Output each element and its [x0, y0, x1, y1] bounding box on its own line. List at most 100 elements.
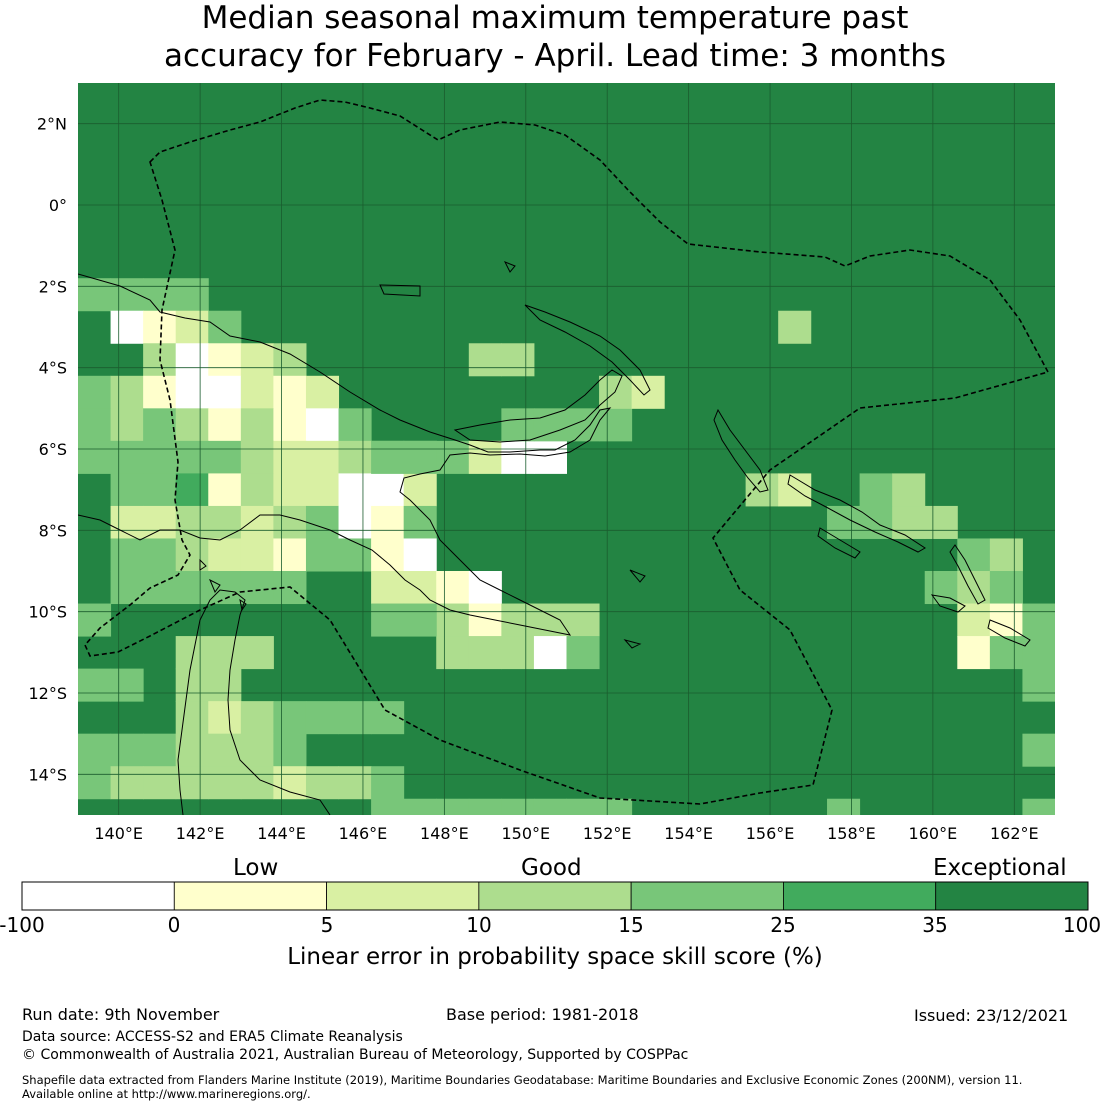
map-area — [78, 83, 1055, 815]
skill-cell — [403, 603, 437, 637]
skill-cell — [273, 505, 307, 539]
skill-cell — [78, 766, 112, 800]
skill-cell — [533, 636, 567, 670]
skill-cell — [240, 538, 274, 572]
skill-cell — [273, 701, 307, 735]
skill-cell — [143, 505, 177, 539]
skill-cell — [1022, 798, 1055, 815]
skill-cell — [175, 278, 209, 312]
skill-cell — [599, 375, 633, 409]
longitude-label: 158°E — [827, 824, 876, 843]
australia-coastline — [177, 589, 331, 815]
latitude-label: 12°S — [28, 684, 67, 703]
skill-cell — [305, 538, 340, 572]
skill-cell — [143, 408, 177, 442]
skill-cell — [240, 701, 274, 735]
skill-cell — [1022, 603, 1055, 637]
longitude-label: 154°E — [664, 824, 713, 843]
skill-cell — [403, 538, 437, 572]
skill-cell — [208, 505, 242, 539]
bougainville-coastline — [713, 408, 769, 493]
skill-cell — [175, 701, 209, 735]
longitude-label: 140°E — [94, 824, 143, 843]
colorbar-category-good: Good — [521, 855, 582, 881]
skill-cell — [110, 440, 144, 474]
skill-cell — [436, 440, 470, 474]
longitude-label: 146°E — [339, 824, 388, 843]
skill-cell — [208, 310, 242, 344]
colorbar-tick-label: 10 — [466, 913, 492, 937]
skill-cell — [240, 343, 274, 377]
latitude-label: 10°S — [28, 603, 67, 622]
skill-cell — [175, 766, 209, 800]
skill-cell — [110, 473, 144, 507]
skill-cell — [533, 798, 567, 815]
skill-cell — [371, 538, 405, 572]
skill-cell — [1022, 733, 1055, 767]
skill-cell — [338, 538, 372, 572]
skill-cell — [1022, 636, 1055, 670]
skill-cell — [78, 408, 112, 442]
skill-cell — [240, 571, 274, 605]
skill-cell — [436, 603, 470, 637]
skill-cell — [338, 505, 372, 539]
eez-boundaries — [84, 99, 1050, 805]
skill-cell — [143, 538, 177, 572]
skill-cell — [338, 440, 372, 474]
skill-cell — [371, 701, 405, 735]
skill-cell — [78, 278, 112, 312]
skill-cell — [468, 798, 502, 815]
skill-cell — [208, 343, 242, 377]
skill-score-grid — [78, 278, 1055, 815]
colorbar-swatch — [478, 881, 632, 911]
run-date: Run date: 9th November — [22, 1005, 220, 1024]
longitude-label: 152°E — [583, 824, 632, 843]
map-title-line2: accuracy for February - April. Lead time… — [163, 38, 947, 74]
skill-cell — [240, 375, 274, 409]
latitude-tick-labels: 2°N 0° 2°S 4°S 6°S 8°S 10°S 12°S 14°S — [28, 115, 67, 785]
skill-cell — [957, 538, 991, 572]
skill-cell — [468, 440, 502, 474]
skill-cell — [305, 440, 340, 474]
skill-cell — [175, 538, 209, 572]
skill-cell — [745, 473, 779, 507]
solomon-islands-coastline — [787, 474, 1031, 647]
colorbar-tick-label: 25 — [770, 913, 796, 937]
colorbar-swatch — [783, 881, 937, 911]
skill-cell — [566, 636, 600, 670]
skill-cell — [1022, 668, 1055, 702]
new-britain-coastline — [453, 369, 623, 443]
skill-cell — [403, 440, 437, 474]
skill-cell — [240, 473, 274, 507]
skill-cell — [143, 766, 177, 800]
skill-cell — [208, 408, 242, 442]
skill-cell — [338, 701, 372, 735]
colorbar-axis-label: Linear error in probability space skill … — [287, 944, 823, 970]
skill-cell — [208, 440, 242, 474]
skill-cell — [924, 571, 958, 605]
skill-cell — [110, 668, 144, 702]
latitude-label: 4°S — [39, 359, 67, 378]
skill-cell — [468, 343, 502, 377]
png-eez-boundary — [84, 99, 1050, 805]
skill-cell — [143, 473, 177, 507]
torres-strait-islands — [199, 261, 646, 649]
skill-cell — [989, 538, 1023, 572]
skill-cell — [533, 603, 567, 637]
longitude-label: 160°E — [909, 824, 958, 843]
skill-cell — [371, 798, 405, 815]
new-guinea-coastline — [78, 273, 612, 636]
longitude-label: 162°E — [990, 824, 1039, 843]
longitude-label: 144°E — [257, 824, 306, 843]
skill-cell — [175, 571, 209, 605]
skill-cell — [338, 766, 372, 800]
skill-cell — [143, 733, 177, 767]
skill-cell — [110, 766, 144, 800]
skill-cell — [989, 636, 1023, 670]
skill-cell — [273, 440, 307, 474]
skill-cell — [989, 603, 1023, 637]
skill-cell — [208, 668, 242, 702]
skill-cell — [599, 408, 633, 442]
skill-cell — [175, 310, 209, 344]
colorbar-tick-label: 35 — [922, 913, 948, 937]
